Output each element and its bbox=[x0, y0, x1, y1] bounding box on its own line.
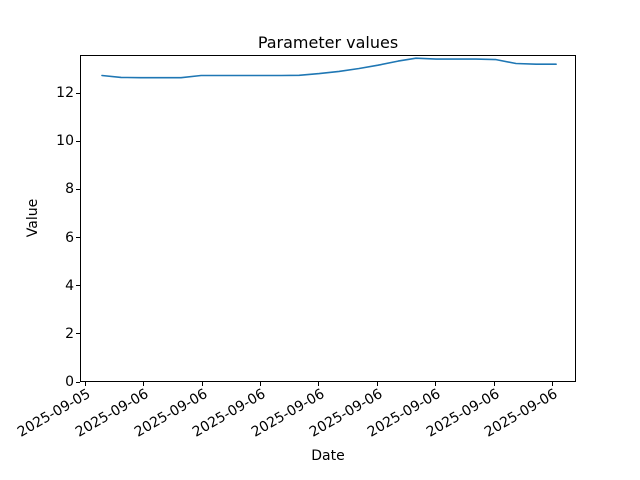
y-tick-label: 12 bbox=[56, 85, 74, 102]
y-tick-mark bbox=[76, 140, 80, 142]
y-tick-label: 10 bbox=[56, 133, 74, 150]
y-tick-label: 4 bbox=[65, 277, 74, 294]
y-tick-label: 8 bbox=[65, 181, 74, 198]
x-tick-mark bbox=[318, 382, 320, 386]
x-tick-mark bbox=[259, 382, 261, 386]
y-tick-mark bbox=[76, 92, 80, 94]
x-tick-mark bbox=[435, 382, 437, 386]
chart-title: Parameter values bbox=[257, 33, 399, 52]
y-tick-label: 6 bbox=[65, 229, 74, 246]
plot-area bbox=[80, 55, 576, 382]
y-tick-mark bbox=[76, 188, 80, 190]
x-tick-mark bbox=[84, 382, 86, 386]
x-tick-mark bbox=[376, 382, 378, 386]
x-tick-mark bbox=[201, 382, 203, 386]
parameter-line bbox=[101, 57, 557, 79]
y-tick-mark bbox=[76, 237, 80, 239]
x-axis-label: Date bbox=[311, 448, 345, 464]
x-tick-mark bbox=[493, 382, 495, 386]
y-tick-mark bbox=[76, 381, 80, 383]
x-tick-mark bbox=[552, 382, 554, 386]
y-tick-label: 2 bbox=[65, 325, 74, 342]
y-tick-mark bbox=[76, 333, 80, 335]
y-tick-label: 0 bbox=[65, 374, 74, 390]
y-tick-mark bbox=[76, 285, 80, 287]
line-series-svg bbox=[101, 57, 557, 79]
x-tick-mark bbox=[143, 382, 145, 386]
